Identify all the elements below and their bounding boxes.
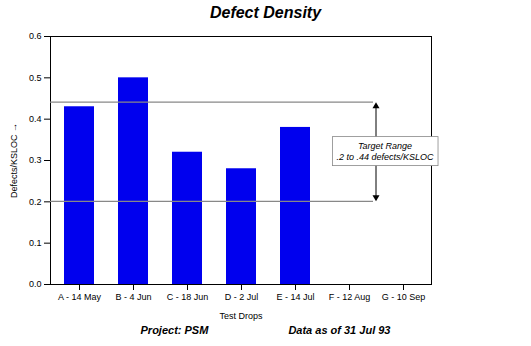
svg-text:E - 14 Jul: E - 14 Jul: [276, 292, 314, 302]
svg-text:Test Drops: Test Drops: [219, 311, 263, 321]
svg-text:F - 12 Aug: F - 12 Aug: [329, 292, 371, 302]
svg-text:Target Range.2 to .44 defects/: Target Range.2 to .44 defects/KSLOC: [336, 141, 434, 162]
svg-text:G - 10 Sep: G - 10 Sep: [382, 292, 426, 302]
svg-text:0.1: 0.1: [29, 238, 42, 248]
svg-text:0.0: 0.0: [29, 279, 42, 289]
svg-text:C - 18 Jun: C - 18 Jun: [167, 292, 209, 302]
svg-text:B - 4 Jun: B - 4 Jun: [115, 292, 151, 302]
html-text:Data as of 31 Jul 93: Data as of 31 Jul 93: [288, 324, 391, 336]
svg-text:0.3: 0.3: [29, 155, 42, 165]
svg-text:D - 2 Jul: D - 2 Jul: [225, 292, 259, 302]
svg-text:0.2: 0.2: [29, 197, 42, 207]
html-text:Project: PSM: Project: PSM: [140, 324, 209, 336]
svg-text:Defects/KSLOC →: Defects/KSLOC →: [9, 123, 19, 198]
svg-text:0.5: 0.5: [29, 73, 42, 83]
svg-text:A - 14 May: A - 14 May: [58, 292, 102, 302]
html-text:Defect Density: Defect Density: [209, 4, 322, 21]
svg-text:0.4: 0.4: [29, 114, 42, 124]
svg-text:0.6: 0.6: [29, 31, 42, 41]
